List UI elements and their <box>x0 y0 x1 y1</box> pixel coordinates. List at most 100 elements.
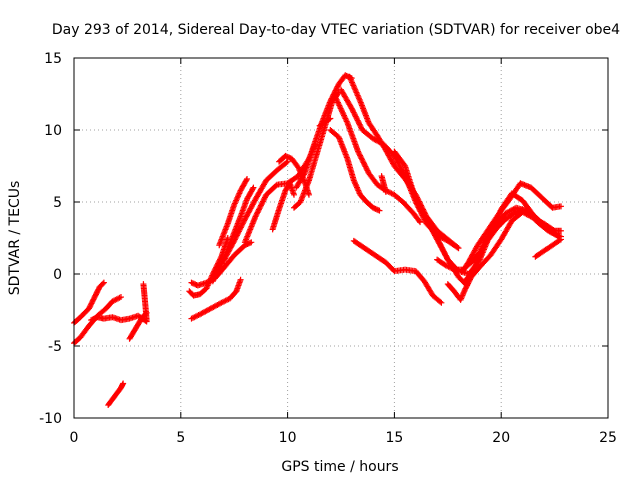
y-tick-label: 5 <box>53 195 62 211</box>
data-point <box>211 274 218 281</box>
data-point <box>358 155 365 162</box>
series-track-23 <box>378 173 389 195</box>
data-point <box>233 232 240 239</box>
data-point <box>252 213 259 220</box>
data-point <box>552 231 559 238</box>
series-track-22 <box>327 127 383 214</box>
data-point <box>237 224 244 231</box>
data-point <box>255 206 262 213</box>
data-point <box>355 149 362 156</box>
data-point <box>240 218 247 225</box>
data-point <box>230 239 237 246</box>
data-point <box>214 268 221 275</box>
y-tick-label: -5 <box>48 339 62 355</box>
data-point <box>362 163 369 170</box>
data-point <box>359 158 366 165</box>
data-point <box>233 233 240 240</box>
series-track-11 <box>216 175 251 249</box>
series-track-30 <box>532 236 565 260</box>
data-point <box>236 227 243 234</box>
data-point <box>327 115 334 122</box>
data-point <box>361 160 368 167</box>
data-series-layer <box>71 72 565 409</box>
series-track-5 <box>140 281 150 324</box>
data-point <box>239 220 246 227</box>
x-tick-label: 0 <box>70 430 79 446</box>
data-point <box>248 239 255 246</box>
data-point <box>213 271 220 278</box>
x-axis-label: GPS time / hours <box>281 459 398 475</box>
data-point <box>356 120 363 127</box>
data-point <box>239 221 246 228</box>
data-point <box>558 227 565 234</box>
data-point <box>416 217 423 224</box>
x-tick-label: 25 <box>599 430 617 446</box>
data-point <box>305 191 312 198</box>
x-tick-label: 10 <box>279 430 297 446</box>
data-point <box>231 237 238 244</box>
data-point <box>254 209 261 216</box>
data-point <box>216 264 223 271</box>
data-point <box>361 162 368 169</box>
data-point <box>357 152 364 159</box>
plot-frame <box>73 57 609 419</box>
data-point <box>99 280 106 287</box>
series-track-16 <box>291 89 342 211</box>
data-point <box>261 194 268 201</box>
data-point <box>100 279 107 286</box>
data-point <box>354 116 361 123</box>
data-point <box>237 276 244 283</box>
data-point <box>353 114 360 121</box>
series-track-14 <box>269 180 298 233</box>
data-point <box>143 317 150 324</box>
data-point <box>332 87 339 94</box>
y-tick-label: 15 <box>44 51 62 67</box>
data-point <box>349 106 356 113</box>
x-tick-label: 5 <box>176 430 185 446</box>
plot-frame-layer <box>73 57 609 419</box>
data-point <box>355 148 362 155</box>
chart-title: Day 293 of 2014, Sidereal Day-to-day VTE… <box>52 22 620 38</box>
data-point <box>558 233 565 240</box>
data-point <box>283 159 290 166</box>
data-point <box>231 236 238 243</box>
data-point <box>238 223 245 230</box>
data-point <box>352 112 359 119</box>
data-point <box>357 154 364 160</box>
data-point <box>235 228 242 235</box>
data-point <box>257 202 264 209</box>
x-tick-label: 20 <box>492 430 510 446</box>
data-point <box>455 245 462 252</box>
data-point <box>326 116 333 123</box>
data-point <box>363 164 370 171</box>
data-point <box>358 124 365 131</box>
data-point <box>357 122 364 129</box>
data-point <box>260 197 267 204</box>
series-track-6 <box>105 380 127 409</box>
data-point <box>382 188 389 195</box>
data-point <box>250 184 257 191</box>
data-point <box>259 199 266 206</box>
data-point <box>259 198 266 205</box>
data-point <box>256 205 263 212</box>
data-point <box>350 109 357 116</box>
y-tick-label: -10 <box>39 411 62 427</box>
data-point <box>360 159 367 166</box>
data-point <box>244 175 251 182</box>
data-point <box>333 84 340 91</box>
data-point <box>354 117 361 124</box>
data-point <box>258 201 265 208</box>
tick-layer: 0 5 10 15 20 25 -10 -5 0 5 10 15 <box>39 51 617 446</box>
data-point <box>237 225 244 232</box>
data-point <box>356 151 363 158</box>
data-point <box>437 298 444 305</box>
series-track-31 <box>434 206 565 273</box>
data-point <box>363 166 370 173</box>
y-axis-label: SDTVAR / TECUs <box>7 181 23 296</box>
data-point <box>351 110 358 117</box>
data-point <box>417 219 424 226</box>
y-tick-label: 0 <box>53 267 62 283</box>
data-point <box>261 195 268 202</box>
data-point <box>241 217 248 224</box>
